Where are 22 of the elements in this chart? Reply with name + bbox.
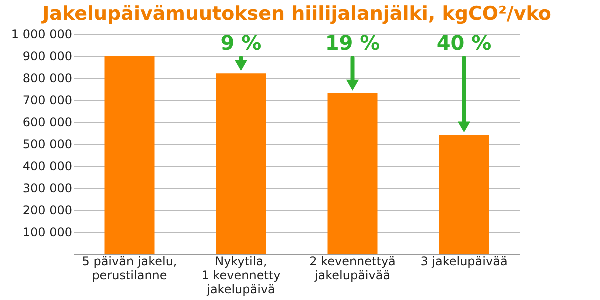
bar bbox=[328, 93, 378, 254]
x-tick-label: 3 jakelupäivää bbox=[420, 254, 508, 268]
annotation: 9 % bbox=[220, 31, 262, 55]
annotation: 19 % bbox=[325, 31, 380, 55]
y-tick-label: 500 000 bbox=[22, 138, 72, 152]
annotation: 40 % bbox=[436, 31, 492, 55]
bar bbox=[216, 74, 266, 254]
y-tick-label: 300 000 bbox=[22, 182, 72, 196]
bar bbox=[439, 135, 490, 254]
y-tick-label: 200 000 bbox=[22, 204, 72, 218]
x-tick-label: Nykytila, 1 kevennetty jakelupäivä bbox=[202, 254, 281, 296]
y-tick-label: 700 000 bbox=[22, 94, 72, 108]
chart-title: Jakelupäivämuutoksen hiilijalanjälki, kgCO²/vko bbox=[40, 3, 552, 25]
bar bbox=[104, 56, 155, 254]
y-tick-label: 400 000 bbox=[22, 160, 72, 174]
y-tick-label: 800 000 bbox=[22, 72, 72, 86]
y-tick-label: 100 000 bbox=[22, 226, 72, 240]
x-tick-label: 5 päivän jakelu, perustilanne bbox=[82, 254, 178, 282]
y-tick-label: 600 000 bbox=[22, 116, 72, 130]
y-tick-label: 1 000 000 bbox=[11, 28, 72, 42]
x-tick-label: 2 kevennettyä jakelupäivää bbox=[310, 254, 396, 282]
y-tick-label: 900 000 bbox=[22, 50, 72, 64]
